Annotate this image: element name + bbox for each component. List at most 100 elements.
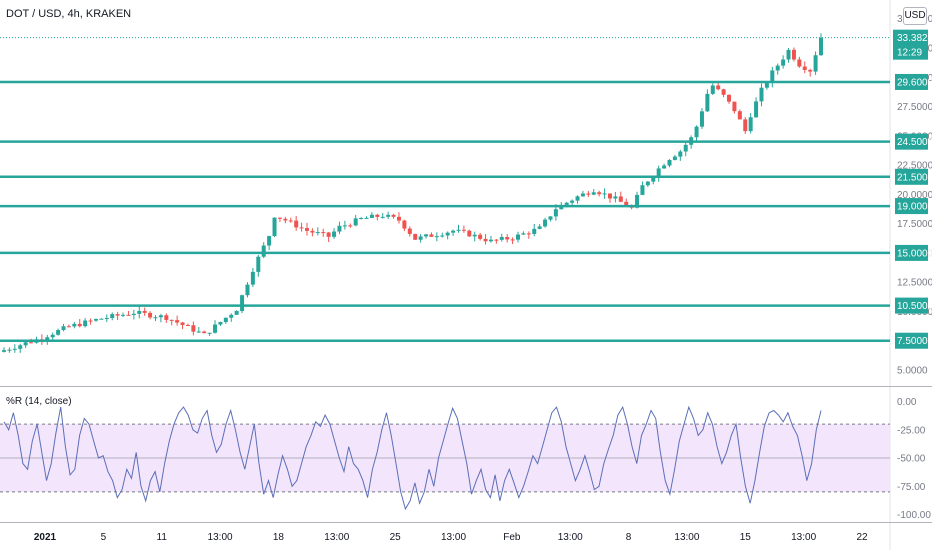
currency-button[interactable]: USD — [903, 7, 927, 25]
candle-body — [737, 111, 742, 120]
candle-body — [640, 185, 645, 195]
wr-line[interactable] — [3, 405, 822, 511]
candle-body — [602, 193, 607, 195]
candle-body — [299, 227, 304, 229]
time-tick-label: 13:00 — [674, 532, 699, 543]
candle-body — [586, 193, 591, 195]
level-badge — [895, 332, 928, 349]
candle-body — [732, 101, 737, 112]
candle-body — [148, 312, 153, 318]
price-tick-label: 22.5000 — [897, 161, 932, 172]
level-badge — [895, 133, 928, 150]
candle-body — [83, 320, 88, 327]
wr-tick-label: -50.00 — [897, 454, 926, 465]
candle-body — [710, 85, 715, 94]
candle-body — [678, 151, 683, 157]
candle-body — [488, 239, 493, 242]
wr-tick-label: -75.00 — [897, 482, 926, 493]
candle-body — [694, 126, 699, 138]
candle-body — [18, 345, 23, 349]
candle-body — [277, 217, 282, 219]
candle-body — [429, 234, 434, 237]
candle-body — [699, 111, 704, 127]
candle-body — [380, 216, 385, 218]
level-badge — [895, 73, 928, 90]
candle-body — [494, 239, 499, 241]
candle-body — [202, 331, 207, 334]
level-badge-label: 15.0000 — [897, 248, 932, 259]
candle-body — [467, 230, 472, 237]
candle-body — [196, 331, 201, 333]
candle-body — [635, 194, 640, 208]
candle-body — [418, 236, 423, 240]
candle-body — [175, 320, 180, 323]
candle-body — [256, 256, 261, 272]
candle-body — [2, 350, 6, 352]
level-badge-label: 19.0000 — [897, 202, 932, 213]
candle-body — [461, 229, 466, 231]
candle-body — [510, 239, 515, 241]
candle-body — [591, 192, 596, 195]
candle-body — [353, 218, 358, 226]
time-tick-label: Feb — [503, 532, 521, 543]
candle-body — [770, 70, 775, 83]
level-badge — [895, 198, 928, 215]
price-pane[interactable] — [0, 0, 890, 386]
candle-body — [23, 342, 28, 346]
candle-body — [315, 232, 320, 234]
candle-body — [618, 196, 623, 202]
candle-body — [272, 217, 277, 237]
time-tick-label: 5 — [101, 532, 107, 543]
time-tick-label: 13:00 — [558, 532, 583, 543]
candle-body — [185, 324, 190, 326]
candle-body — [575, 196, 580, 201]
candle-body — [245, 284, 250, 296]
candle-body — [645, 181, 650, 186]
candle-body — [77, 323, 82, 327]
level-badge-label: 7.5000 — [897, 336, 928, 347]
candle-body — [445, 232, 450, 236]
candle-body — [229, 314, 234, 318]
candle-body — [748, 117, 753, 132]
time-tick-label: 8 — [626, 532, 632, 543]
last-price-badge — [893, 29, 928, 60]
candle-body — [743, 119, 748, 132]
candle-body — [478, 234, 483, 239]
candle-body — [402, 220, 407, 229]
level-badge — [895, 244, 928, 261]
time-tick-label: 13:00 — [324, 532, 349, 543]
chart-title: DOT / USD, 4h, KRAKEN — [6, 8, 132, 20]
candle-body — [304, 228, 309, 231]
price-tick-label: 5.0000 — [897, 366, 928, 377]
candle-body — [213, 324, 218, 333]
candle-body — [564, 202, 569, 205]
candle-body — [759, 87, 764, 102]
candle-body — [240, 295, 245, 312]
candle-body — [472, 234, 477, 237]
candle-body — [532, 228, 537, 234]
candle-body — [326, 232, 331, 237]
candle-body — [440, 235, 445, 237]
candle-body — [153, 317, 158, 319]
candle-body — [537, 226, 542, 229]
candle-body — [207, 332, 212, 334]
candle-body — [7, 349, 12, 351]
candle-body — [180, 322, 185, 325]
level-badge-label: 24.5000 — [897, 137, 932, 148]
candle-body — [348, 225, 353, 227]
time-tick-label: 13:00 — [441, 532, 466, 543]
candle-body — [121, 314, 126, 316]
candle-body — [223, 317, 228, 323]
candle-body — [261, 245, 266, 257]
indicator-label: %R (14, close) — [6, 396, 72, 407]
last-price-timer: 12:29 — [897, 48, 922, 59]
time-tick-label: 11 — [157, 532, 168, 543]
level-badge — [895, 168, 928, 185]
candle-body — [104, 317, 109, 319]
candle-body — [66, 326, 71, 328]
candle-body — [369, 214, 374, 218]
candle-body — [802, 66, 807, 70]
candle-body — [115, 314, 120, 316]
candle-body — [672, 156, 677, 160]
